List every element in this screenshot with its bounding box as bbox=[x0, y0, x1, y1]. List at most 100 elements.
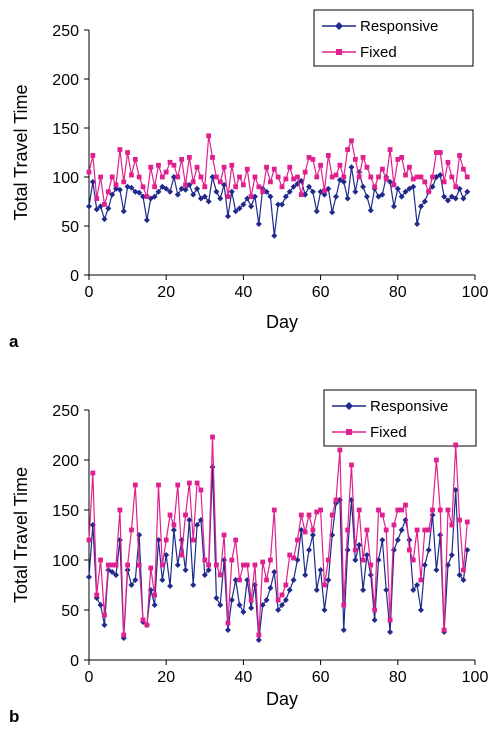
legend: Responsive Fixed bbox=[323, 389, 477, 447]
data-point-responsive bbox=[402, 188, 409, 195]
data-point-fixed bbox=[252, 562, 258, 568]
data-point-fixed bbox=[102, 612, 107, 618]
data-point-responsive bbox=[417, 203, 424, 210]
data-point-fixed bbox=[352, 156, 358, 162]
data-point-responsive bbox=[360, 183, 367, 190]
data-point-fixed bbox=[248, 194, 254, 199]
y-tick-label: 150 bbox=[52, 503, 79, 520]
data-point-responsive bbox=[101, 622, 108, 628]
data-point-fixed bbox=[167, 512, 173, 518]
data-point-fixed bbox=[94, 592, 100, 598]
data-point-fixed bbox=[268, 179, 273, 185]
y-tick-label: 150 bbox=[52, 121, 79, 138]
data-point-responsive bbox=[116, 186, 123, 193]
data-point-responsive bbox=[228, 597, 235, 603]
data-point-fixed bbox=[314, 174, 320, 180]
data-point-fixed bbox=[418, 174, 424, 180]
data-point-responsive bbox=[86, 574, 92, 580]
data-point-responsive bbox=[190, 191, 197, 198]
data-point-fixed bbox=[198, 174, 204, 180]
data-point-responsive bbox=[101, 216, 108, 223]
data-point-responsive bbox=[275, 607, 282, 613]
y-tick-label: 100 bbox=[52, 170, 79, 187]
data-point-fixed bbox=[434, 457, 439, 463]
legend-label-fixed: Fixed bbox=[370, 424, 407, 441]
data-point-fixed bbox=[383, 176, 389, 182]
data-point-responsive bbox=[437, 532, 444, 538]
data-point-fixed bbox=[426, 527, 432, 533]
data-point-responsive bbox=[267, 193, 274, 200]
x-tick-label: 20 bbox=[157, 284, 175, 301]
data-point-fixed bbox=[237, 174, 242, 180]
data-point-fixed bbox=[379, 166, 385, 172]
data-point-fixed bbox=[275, 597, 281, 603]
data-point-fixed bbox=[86, 169, 92, 175]
data-point-fixed bbox=[368, 174, 374, 180]
x-tick-label: 60 bbox=[312, 669, 330, 686]
data-point-fixed bbox=[179, 156, 185, 162]
data-point-fixed bbox=[283, 176, 289, 182]
data-point-fixed bbox=[225, 194, 231, 199]
data-point-responsive bbox=[282, 597, 289, 603]
data-point-responsive bbox=[224, 627, 231, 633]
data-point-responsive bbox=[163, 185, 170, 192]
data-point-fixed bbox=[98, 557, 103, 563]
data-point-fixed bbox=[144, 622, 150, 628]
data-point-responsive bbox=[306, 183, 313, 190]
data-point-fixed bbox=[399, 507, 405, 513]
data-point-responsive bbox=[417, 607, 424, 613]
data-point-fixed bbox=[457, 153, 462, 158]
data-point-responsive bbox=[390, 547, 397, 553]
y-axis-ticks: 0 50 100 150 200 250 bbox=[52, 23, 79, 285]
y-tick-label: 50 bbox=[61, 603, 79, 620]
data-point-fixed bbox=[406, 164, 412, 170]
data-point-fixed bbox=[391, 182, 397, 188]
data-point-responsive bbox=[132, 577, 139, 583]
data-point-fixed bbox=[279, 184, 285, 190]
data-point-responsive bbox=[340, 178, 347, 185]
data-point-fixed bbox=[264, 164, 269, 170]
data-point-responsive bbox=[444, 197, 451, 204]
data-point-responsive bbox=[259, 602, 266, 608]
data-point-fixed bbox=[283, 582, 289, 588]
data-point-fixed bbox=[403, 502, 408, 508]
data-point-fixed bbox=[318, 162, 323, 168]
data-point-fixed bbox=[295, 174, 300, 180]
data-point-fixed bbox=[457, 517, 462, 523]
data-point-fixed bbox=[186, 480, 192, 486]
data-point-fixed bbox=[206, 562, 212, 568]
data-point-responsive bbox=[205, 567, 212, 573]
data-point-responsive bbox=[159, 577, 166, 583]
data-point-fixed bbox=[453, 442, 459, 448]
data-point-fixed bbox=[256, 184, 262, 190]
x-tick-label: 80 bbox=[389, 669, 407, 686]
data-point-responsive bbox=[433, 567, 440, 573]
data-point-responsive bbox=[120, 208, 127, 215]
data-point-responsive bbox=[313, 587, 320, 593]
data-point-responsive bbox=[325, 577, 332, 583]
data-point-responsive bbox=[414, 582, 421, 588]
data-point-fixed bbox=[140, 617, 146, 623]
panel-label: a bbox=[9, 332, 19, 351]
data-point-responsive bbox=[113, 572, 120, 578]
data-point-fixed bbox=[156, 482, 161, 488]
data-point-fixed bbox=[102, 202, 107, 207]
data-point-fixed bbox=[94, 196, 100, 201]
y-axis-ticks: 0 50 100 150 200 250 bbox=[52, 403, 79, 670]
data-point-responsive bbox=[333, 193, 340, 200]
data-point-fixed bbox=[233, 537, 239, 543]
data-point-fixed bbox=[372, 607, 378, 613]
data-point-fixed bbox=[418, 577, 424, 583]
data-point-fixed bbox=[190, 179, 196, 185]
data-point-responsive bbox=[89, 178, 96, 185]
data-point-fixed bbox=[461, 166, 466, 172]
data-point-fixed bbox=[194, 480, 200, 486]
data-point-responsive bbox=[394, 185, 401, 192]
data-point-fixed bbox=[437, 150, 443, 155]
data-point-responsive bbox=[201, 572, 208, 578]
legend-marker-responsive bbox=[335, 22, 343, 30]
data-point-fixed bbox=[414, 527, 420, 533]
data-point-fixed bbox=[287, 552, 293, 558]
data-point-responsive bbox=[352, 557, 359, 563]
data-point-responsive bbox=[143, 217, 150, 224]
